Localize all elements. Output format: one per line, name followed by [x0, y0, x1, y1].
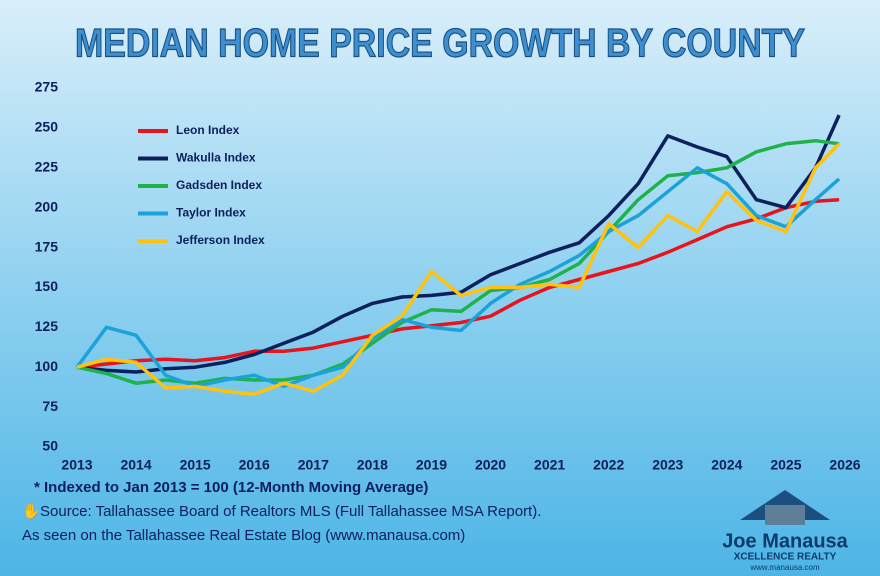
y-tick-label: 75: [42, 398, 58, 414]
chart-title: MEDIAN HOME PRICE GROWTH BY COUNTY: [75, 22, 805, 66]
series-line: [75, 166, 841, 389]
series-line: [76, 197, 840, 369]
logo-url: www.manausa.com: [749, 563, 820, 572]
note: As seen on the Tallahassee Real Estate B…: [22, 527, 465, 544]
x-tick-label: 2019: [416, 457, 447, 473]
y-tick-label: 175: [35, 238, 59, 254]
x-tick-label: 2022: [593, 457, 624, 473]
note-icon: ✋: [22, 502, 41, 520]
y-tick-label: 225: [35, 158, 59, 174]
note: Source: Tallahassee Board of Realtors ML…: [40, 503, 541, 520]
x-tick-label: 2015: [180, 457, 211, 473]
series-line: [76, 138, 840, 385]
x-tick-label: 2014: [120, 457, 151, 473]
x-tick-label: 2016: [239, 457, 270, 473]
y-tick-label: 100: [35, 358, 59, 374]
x-tick-label: 2021: [534, 457, 565, 473]
y-tick-label: 275: [35, 79, 59, 95]
legend-label: Leon Index: [176, 123, 240, 137]
series-line: [76, 114, 841, 374]
series-line: [76, 142, 841, 397]
logo-tagline: XCELLENCE REALTY: [734, 552, 837, 563]
note: * Indexed to Jan 2013 = 100 (12-Month Mo…: [34, 479, 428, 496]
y-tick-label: 250: [35, 119, 59, 135]
x-tick-label: 2017: [298, 457, 329, 473]
x-tick-label: 2026: [829, 457, 860, 473]
x-tick-label: 2020: [475, 457, 506, 473]
y-tick-label: 50: [42, 438, 58, 454]
legend-label: Wakulla Index: [176, 151, 256, 165]
logo: Joe Manausa XCELLENCE REALTY www.manausa…: [722, 490, 849, 572]
logo-house: [765, 505, 805, 525]
x-tick-label: 2018: [357, 457, 388, 473]
y-tick-label: 200: [35, 198, 59, 214]
legend-label: Jefferson Index: [176, 233, 265, 247]
x-tick-label: 2013: [61, 457, 92, 473]
legend-label: Taylor Index: [176, 206, 246, 220]
plot-area: 50 75 100 125 150 175 200 225 250 275 2013 2014 2015…: [35, 79, 861, 473]
x-tick-label: 2024: [711, 457, 742, 473]
legend-label: Gadsden Index: [176, 178, 262, 192]
x-tick-label: 2025: [770, 457, 801, 473]
x-tick-label: 2023: [652, 457, 683, 473]
logo-name: Joe Manausa: [722, 530, 848, 552]
y-tick-label: 125: [35, 318, 59, 334]
y-tick-label: 150: [35, 278, 59, 294]
